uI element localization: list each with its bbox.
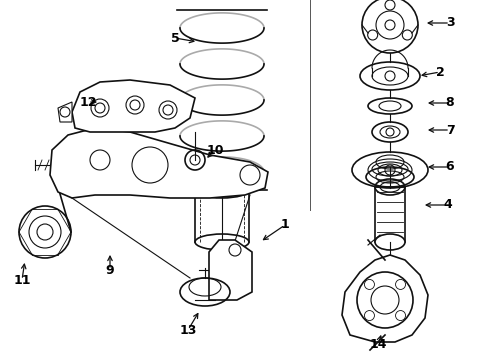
Text: 14: 14 <box>369 338 387 351</box>
Text: 12: 12 <box>79 95 97 108</box>
Text: 5: 5 <box>171 31 179 45</box>
Text: 8: 8 <box>446 96 454 109</box>
Polygon shape <box>375 187 405 242</box>
Text: 4: 4 <box>443 198 452 211</box>
Circle shape <box>357 272 413 328</box>
Text: 11: 11 <box>13 274 31 287</box>
Polygon shape <box>58 102 72 122</box>
Text: 3: 3 <box>446 17 454 30</box>
Text: 10: 10 <box>206 144 224 157</box>
Circle shape <box>90 150 110 170</box>
Circle shape <box>132 147 168 183</box>
Polygon shape <box>209 240 252 300</box>
Text: 13: 13 <box>179 324 196 337</box>
Ellipse shape <box>375 234 405 250</box>
Polygon shape <box>72 80 195 132</box>
Text: 2: 2 <box>436 66 444 78</box>
Text: 7: 7 <box>445 123 454 136</box>
Text: 9: 9 <box>106 264 114 276</box>
Text: 6: 6 <box>446 161 454 174</box>
Polygon shape <box>50 128 268 198</box>
Polygon shape <box>342 255 428 342</box>
Text: 1: 1 <box>281 219 290 231</box>
